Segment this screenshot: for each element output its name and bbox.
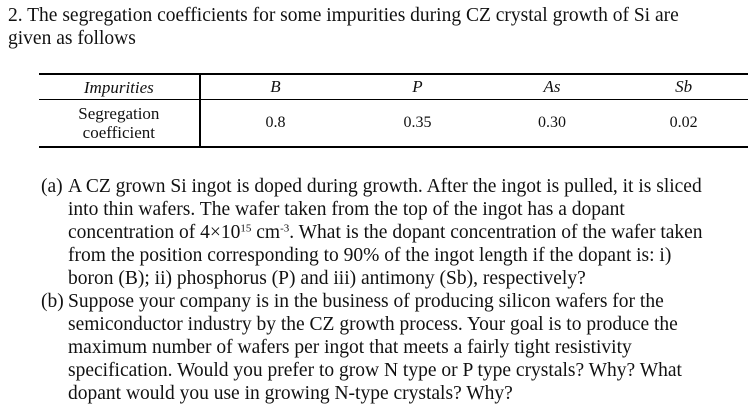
question-a-line-1: A CZ grown Si ingot is doped during grow… [68, 176, 702, 197]
row-label-line-1: Segregation [78, 104, 160, 123]
question-a-line-3: concentration of 4×1015 cm-3. What is th… [68, 221, 746, 244]
intro-line-1: 2. The segregation coefficients for some… [8, 5, 679, 26]
question-b-line-4: specification. Would you prefer to grow … [68, 360, 682, 381]
question-b-text: Suppose your company is in the business … [68, 290, 746, 405]
impurity-as-header: As [484, 73, 620, 100]
segregation-coefficient-label: Segregation coefficient [39, 99, 201, 148]
question-a-label: (a) [41, 176, 63, 197]
impurities-header: Impurities [39, 73, 201, 100]
impurity-p-header: P [350, 73, 485, 100]
unit-cm: cm [251, 222, 281, 243]
coefficient-p: 0.35 [350, 99, 485, 148]
question-b-line-2: semiconductor industry by the CZ growth … [68, 314, 678, 335]
row-label-line-2: coefficient [82, 123, 156, 142]
exponent-15: 15 [240, 222, 252, 235]
concentration-prefix: concentration of 4×10 [68, 222, 241, 243]
question-b: (b) Suppose your company is in the busin… [41, 290, 746, 405]
question-b-label: (b) [41, 291, 64, 312]
segregation-coefficient-table: Impurities B P As Sb Segregation coeffic… [39, 73, 748, 148]
concentration-suffix: . What is the dopant concentration of th… [289, 222, 703, 243]
problem-statement: 2. The segregation coefficients for some… [8, 4, 748, 50]
coefficient-as: 0.30 [484, 99, 620, 148]
coefficient-b: 0.8 [199, 99, 351, 148]
table-header-row: Impurities B P As Sb [39, 73, 748, 100]
question-a: (a) A CZ grown Si ingot is doped during … [41, 175, 746, 290]
impurity-sb-header: Sb [619, 73, 748, 100]
question-a-line-4: from the position corresponding to 90% o… [68, 245, 672, 266]
question-list: (a) A CZ grown Si ingot is doped during … [41, 175, 746, 405]
question-a-line-2: into thin wafers. The wafer taken from t… [68, 199, 625, 220]
question-a-line-5: boron (B); ii) phosphorus (P) and iii) a… [68, 268, 586, 289]
question-b-line-5: dopant would you use in growing N-type c… [68, 383, 513, 404]
coefficient-sb: 0.02 [619, 99, 748, 148]
table-row: Segregation coefficient 0.8 0.35 0.30 0.… [39, 99, 748, 148]
question-a-text: A CZ grown Si ingot is doped during grow… [68, 175, 746, 290]
question-b-line-3: maximum number of wafers per ingot that … [68, 337, 632, 358]
exponent-minus-3: -3 [280, 222, 290, 235]
impurity-b-header: B [199, 73, 351, 100]
intro-line-2: given as follows [8, 28, 136, 49]
question-b-line-1: Suppose your company is in the business … [68, 291, 664, 312]
